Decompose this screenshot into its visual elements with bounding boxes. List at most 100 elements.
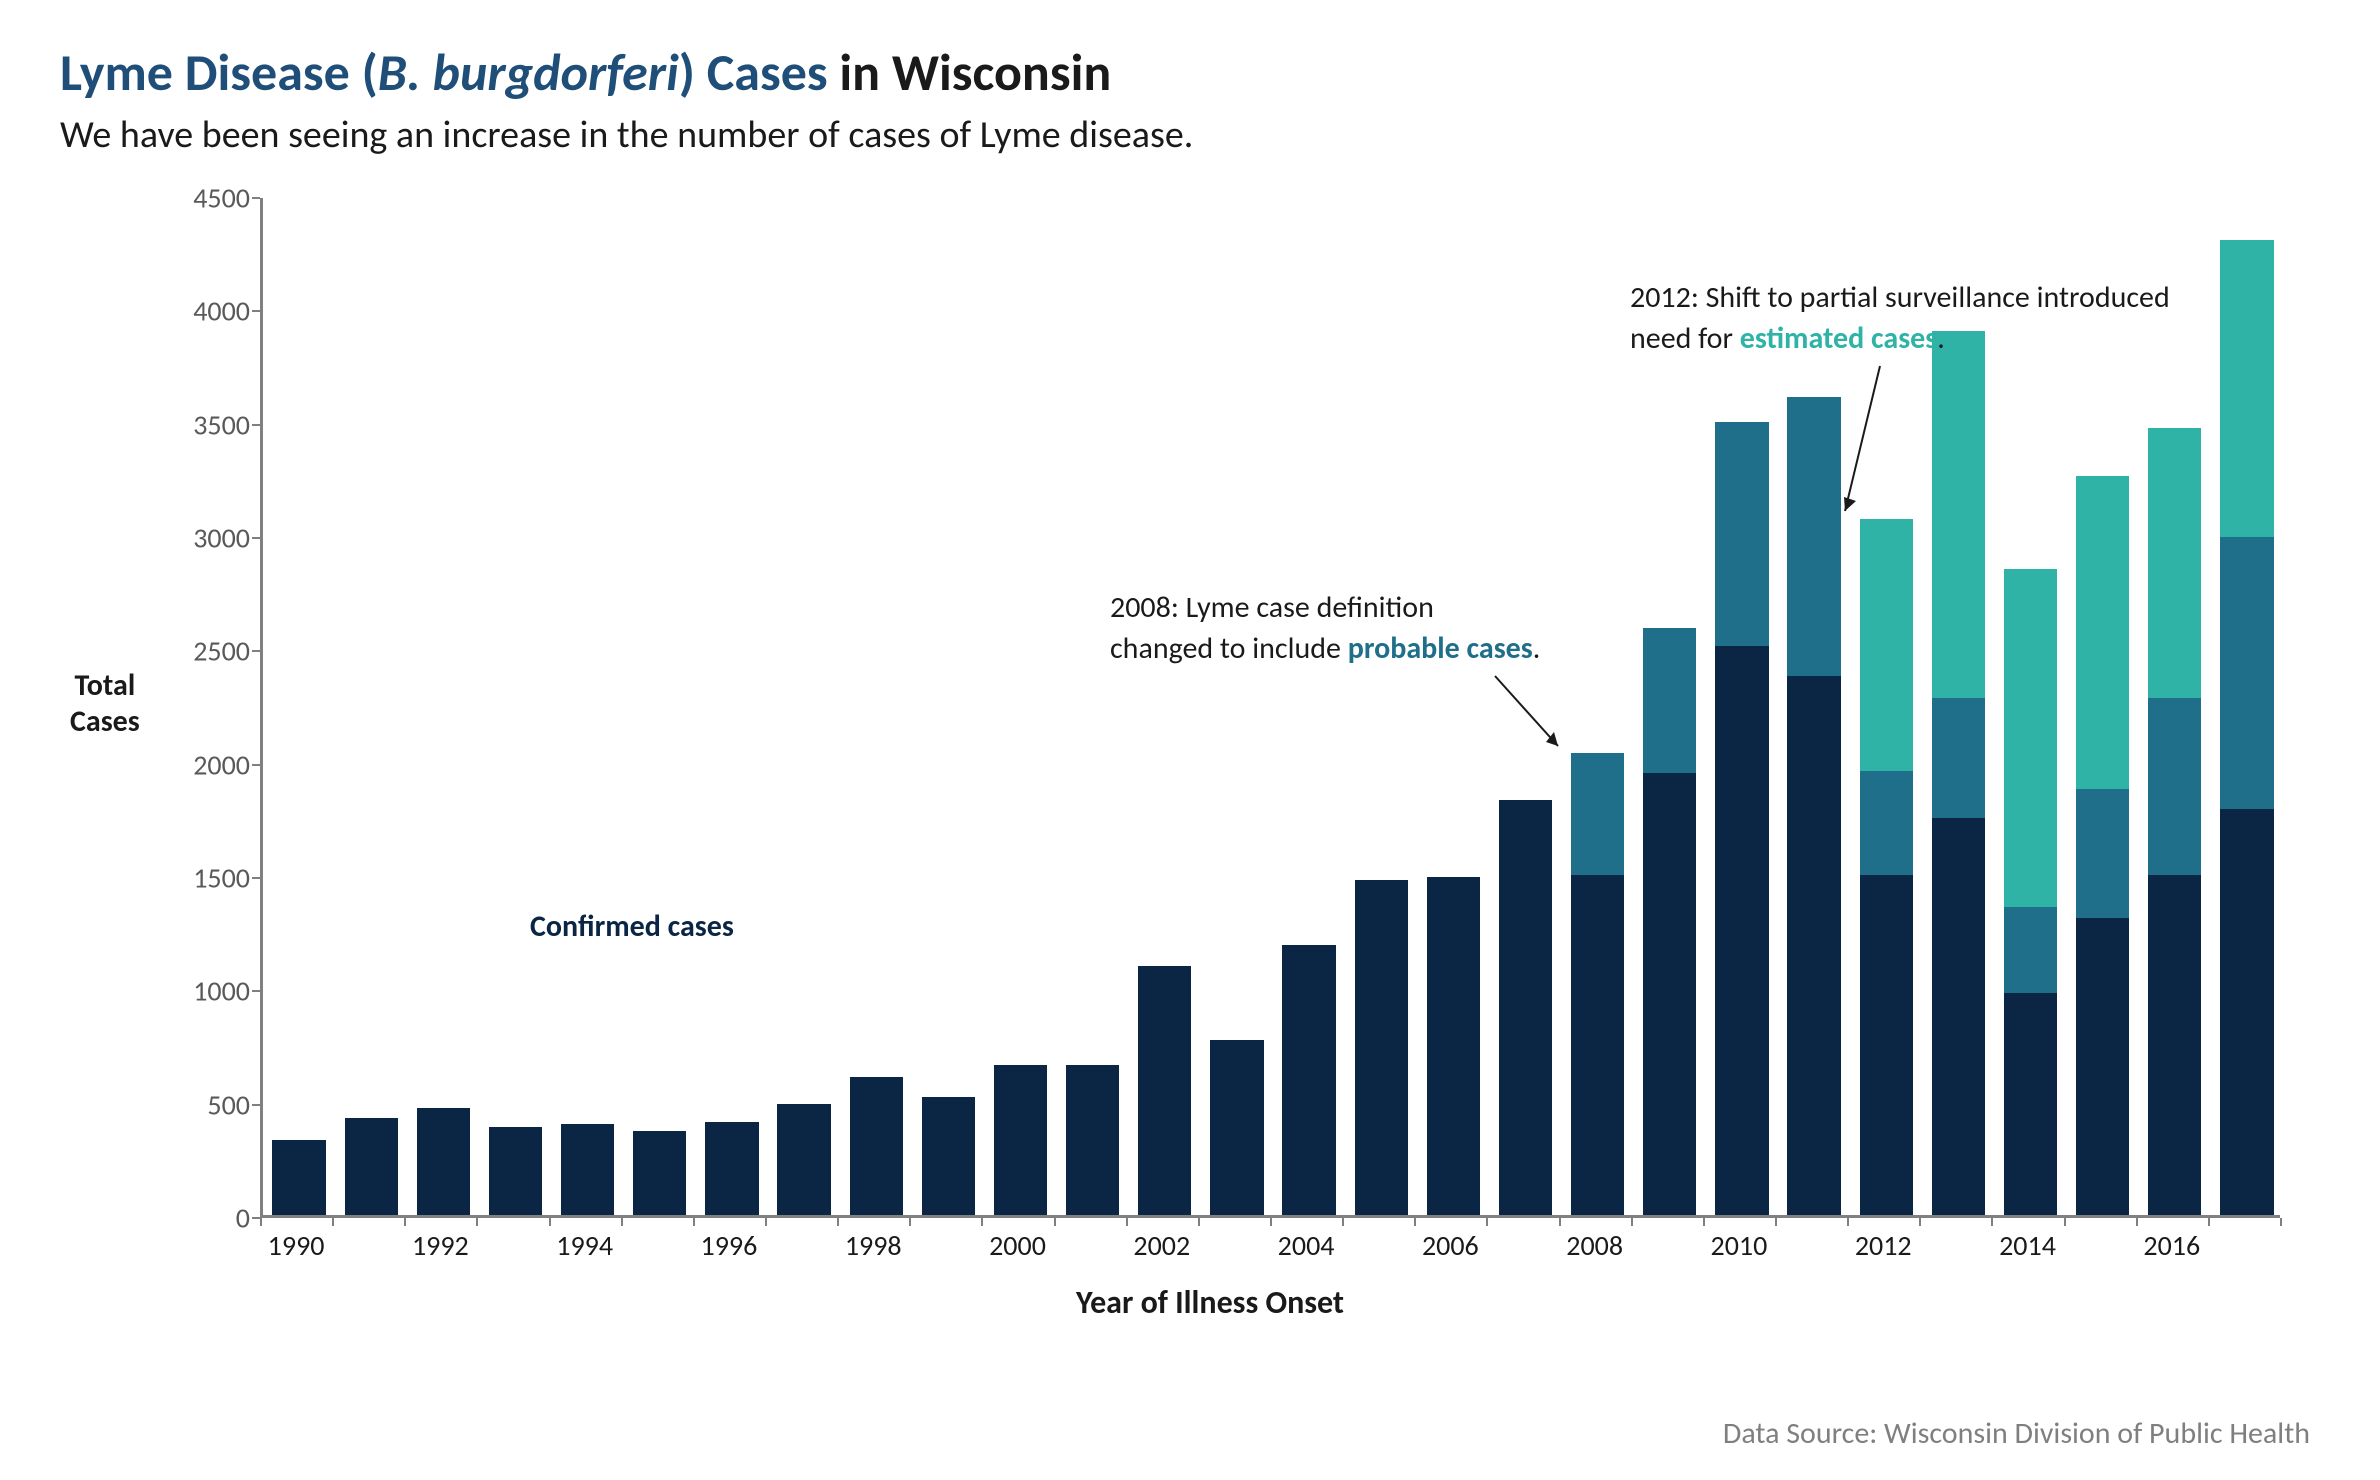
y-tick-label: 2000 (180, 747, 250, 782)
bar-segment-confirmed (777, 1104, 830, 1215)
annotation-2008-arrow (1470, 676, 1590, 766)
y-tick-label: 500 (180, 1087, 250, 1122)
x-tick-mark (2208, 1218, 2210, 1226)
y-tick-mark (252, 310, 260, 312)
x-tick-mark (2064, 1218, 2066, 1226)
bar-1993 (489, 1127, 542, 1215)
x-tick-mark (332, 1218, 334, 1226)
bar-2014 (2004, 569, 2057, 1215)
bar-segment-confirmed (2004, 993, 2057, 1215)
x-tick-mark (2280, 1218, 2282, 1226)
annotation-2008-line2-pre: changed to include (1110, 630, 1348, 667)
x-axis-label: Year of Illness Onset (100, 1283, 2320, 1322)
annotations-2012-line2-post: . (1937, 320, 1945, 357)
bar-2005 (1355, 880, 1408, 1215)
bar-segment-confirmed (994, 1065, 1047, 1215)
title-italic: B. burgdorferi (378, 40, 679, 104)
bar-segment-confirmed (1355, 880, 1408, 1215)
y-tick-label: 4500 (180, 181, 250, 216)
bar-segment-estimated (1932, 331, 1985, 698)
x-tick-mark (1198, 1218, 1200, 1226)
title-suffix: in Wisconsin (828, 40, 1112, 104)
x-tick-mark (1126, 1218, 1128, 1226)
bar-2015 (2076, 476, 2129, 1215)
bar-segment-probable (2004, 907, 2057, 993)
bar-segment-confirmed (922, 1097, 975, 1215)
x-tick-label: 2006 (1422, 1228, 1479, 1263)
y-tick-mark (252, 424, 260, 426)
bar-segment-estimated (2148, 428, 2201, 698)
bar-1997 (777, 1104, 830, 1215)
bar-2013 (1932, 331, 1985, 1215)
y-tick-mark (252, 537, 260, 539)
x-tick-mark (476, 1218, 478, 1226)
bar-segment-confirmed (1643, 773, 1696, 1215)
bar-2001 (1066, 1065, 1119, 1215)
bar-segment-confirmed (1787, 676, 1840, 1215)
x-tick-label: 2000 (989, 1228, 1046, 1263)
x-tick-mark (1054, 1218, 1056, 1226)
bar-1992 (417, 1108, 470, 1215)
bar-segment-confirmed (2076, 918, 2129, 1215)
annotation-2008-emphasis: probable cases (1348, 630, 1533, 667)
title-mid: ) Cases (679, 40, 828, 104)
chart-container: TotalCases Year of Illness Onset Confirm… (100, 178, 2320, 1358)
bar-segment-confirmed (1932, 818, 1985, 1215)
bar-segment-confirmed (1210, 1040, 1263, 1215)
x-tick-mark (909, 1218, 911, 1226)
x-tick-mark (837, 1218, 839, 1226)
y-axis-label: TotalCases (70, 668, 140, 740)
x-tick-mark (621, 1218, 623, 1226)
bar-2008 (1571, 753, 1624, 1215)
bar-segment-confirmed (2220, 809, 2273, 1215)
bar-segment-confirmed (345, 1118, 398, 1215)
annotation-2012-line1: 2012: Shift to partial surveillance intr… (1630, 279, 2170, 316)
annotation-2012: 2012: Shift to partial surveillance intr… (1630, 278, 2330, 359)
x-tick-label: 2016 (2143, 1228, 2200, 1263)
bar-segment-probable (2148, 698, 2201, 875)
bar-segment-confirmed (417, 1108, 470, 1215)
bar-segment-probable (2220, 537, 2273, 809)
bar-segment-probable (1932, 698, 1985, 818)
x-tick-label: 2012 (1855, 1228, 1912, 1263)
x-tick-label: 2002 (1133, 1228, 1190, 1263)
x-tick-mark (1631, 1218, 1633, 1226)
bar-segment-confirmed (1715, 646, 1768, 1215)
annotation-2012-arrow (1830, 366, 1910, 526)
x-tick-mark (1919, 1218, 1921, 1226)
bar-2007 (1499, 800, 1552, 1215)
y-tick-label: 2500 (180, 634, 250, 669)
bar-segment-probable (2076, 789, 2129, 918)
x-tick-mark (981, 1218, 983, 1226)
bar-segment-estimated (2076, 476, 2129, 789)
annotation-2008-line1: 2008: Lyme case definition (1110, 589, 1434, 626)
data-source: Data Source: Wisconsin Division of Publi… (1723, 1415, 2310, 1452)
bar-segment-confirmed (705, 1122, 758, 1215)
x-tick-mark (1270, 1218, 1272, 1226)
bar-segment-probable (1571, 753, 1624, 875)
x-tick-mark (2136, 1218, 2138, 1226)
bar-segment-confirmed (633, 1131, 686, 1215)
bar-2016 (2148, 428, 2201, 1215)
annotation-2012-line2-pre: need for (1630, 320, 1740, 357)
x-tick-label: 1996 (701, 1228, 758, 1263)
y-tick-mark (252, 990, 260, 992)
bar-1990 (272, 1140, 325, 1215)
x-tick-mark (1775, 1218, 1777, 1226)
bar-segment-confirmed (2148, 875, 2201, 1215)
x-tick-label: 2014 (1999, 1228, 2056, 1263)
x-tick-mark (1486, 1218, 1488, 1226)
bar-segment-probable (1715, 422, 1768, 646)
y-tick-mark (252, 650, 260, 652)
x-tick-mark (1342, 1218, 1344, 1226)
chart-subtitle: We have been seeing an increase in the n… (60, 112, 2320, 158)
bar-segment-confirmed (561, 1124, 614, 1215)
bar-2012 (1860, 519, 1913, 1215)
chart-title: Lyme Disease (B. burgdorferi) Cases in W… (60, 40, 2320, 104)
x-tick-mark (765, 1218, 767, 1226)
x-tick-mark (693, 1218, 695, 1226)
y-tick-mark (252, 1217, 260, 1219)
bar-1991 (345, 1118, 398, 1215)
bar-segment-confirmed (1138, 966, 1191, 1215)
bar-segment-confirmed (1571, 875, 1624, 1215)
